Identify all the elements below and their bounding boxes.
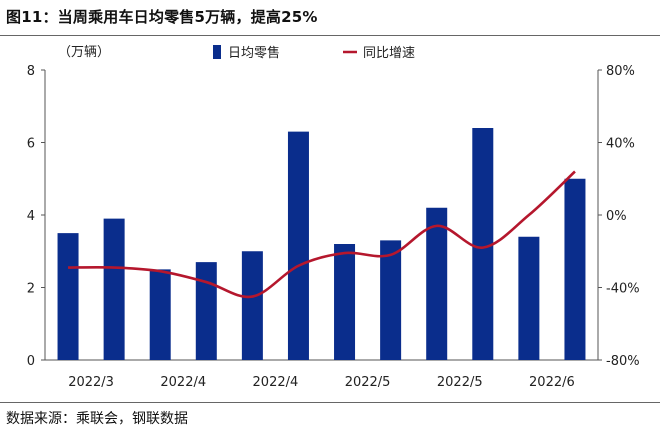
tick-labels: 0 2 4 6 8 -80% -40% 0% 40% 80% 2022/3 2022/4 2022/4 2… [27,64,640,390]
bar [518,236,540,360]
bar [287,131,309,360]
legend-bar-label: 日均零售 [228,45,280,61]
left-tick-label: 4 [27,209,35,224]
chart-title: 图11：当周乘用车日均零售5万辆，提高25% [6,8,318,26]
x-tick-label: 2022/5 [345,375,391,390]
bar [57,233,79,360]
chart-legend: 日均零售 同比增速 [213,45,415,61]
left-tick-label: 6 [27,137,35,152]
x-tick-label: 2022/4 [253,375,299,390]
bar [195,262,217,360]
bar [426,207,448,360]
data-source: 数据来源：乘联会，钢联数据 [6,411,188,427]
bar [149,269,171,360]
chart-axes [41,69,602,361]
left-axis-unit: （万辆） [58,45,110,60]
bar [564,178,586,360]
bar [241,251,263,360]
bar [334,244,356,360]
bar-series [57,128,586,360]
line-series [67,170,576,299]
footer-divider [0,402,660,403]
x-tick-label: 2022/6 [529,375,575,390]
x-tick-label: 2022/3 [68,375,114,390]
right-tick-label: -80% [606,354,640,369]
bar [103,218,125,360]
x-tick-label: 2022/5 [437,375,483,390]
legend-line-label: 同比增速 [363,46,415,61]
series-line [68,170,576,299]
left-tick-label: 8 [27,64,35,79]
title-divider [0,35,660,36]
x-tick-label: 2022/4 [160,375,206,390]
left-tick-label: 2 [27,282,35,297]
right-tick-label: 80% [606,64,635,79]
legend-bar-swatch [213,45,221,59]
right-tick-label: 0% [606,209,627,224]
right-tick-label: 40% [606,137,635,152]
bar [380,240,402,360]
bar [472,128,494,360]
right-tick-label: -40% [606,282,640,297]
left-tick-label: 0 [27,354,35,369]
